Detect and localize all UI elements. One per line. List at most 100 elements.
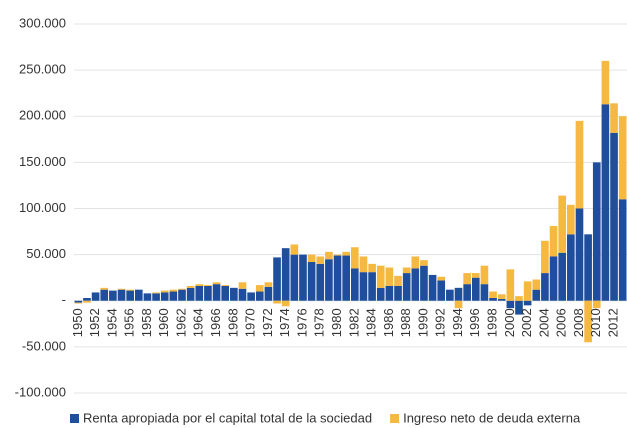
y-tick-label: 100.000 [19,200,66,215]
bar [325,259,333,301]
bar [126,289,134,291]
x-tick-label: 1996 [467,308,482,337]
bar [601,60,610,105]
bar [281,300,290,307]
bar [91,292,100,301]
bar [618,116,627,200]
bar [290,254,299,301]
x-tick-label: 1972 [260,308,275,337]
bar [100,287,109,290]
x-tick-label: 1968 [225,308,240,337]
x-tick-label: 1960 [156,308,171,337]
x-tick-label: 1980 [329,308,344,337]
bar [281,248,290,301]
bar [376,265,385,288]
bar [601,104,610,301]
x-tick-label: 1964 [191,308,206,337]
bar [402,273,411,301]
bar [299,254,307,301]
x-tick-label: 1954 [104,308,119,337]
bar [351,268,359,301]
bar [532,289,541,301]
bar [109,290,117,301]
bar [575,208,584,301]
x-tick-label: 2004 [536,308,551,337]
bar [195,284,204,286]
bar [515,300,523,315]
bar [523,281,532,301]
x-tick-label: 1978 [312,308,327,337]
bar [359,256,368,273]
bar [532,279,541,290]
bar [437,276,446,281]
bar [592,162,601,301]
bar [592,300,601,309]
bar [333,255,342,301]
x-tick-label: 2006 [554,308,569,337]
bar [515,296,523,301]
bar [610,103,618,133]
bar [454,300,463,309]
bar [497,298,506,301]
bar [204,285,212,301]
x-tick-label: 2002 [519,308,534,337]
x-tick-label: 1950 [70,308,85,337]
bar [558,195,567,253]
bar [247,292,255,301]
bar [575,120,584,209]
bar [134,289,143,301]
x-tick-label: 1956 [122,308,137,337]
bar [584,234,592,301]
bar [316,263,325,301]
x-tick-label: 1988 [398,308,413,337]
bar [471,273,480,278]
bar [428,274,437,301]
bar [333,254,342,256]
bar [497,294,506,299]
bar [454,287,463,301]
x-tick-label: 1958 [139,308,154,337]
legend-swatch [70,414,79,423]
x-tick-label: 1998 [485,308,500,337]
y-tick-label: 150.000 [19,154,66,169]
bar [325,251,333,260]
x-tick-label: 1970 [243,308,258,337]
bar [238,282,247,289]
x-tick-label: 1962 [173,308,188,337]
x-tick-label: 1984 [364,308,379,337]
bar [610,132,618,301]
bar [480,265,489,285]
y-tick-label: 300.000 [19,15,66,30]
bar [74,302,83,304]
bar [83,300,91,303]
bar [169,289,178,292]
bar [264,286,273,301]
x-tick-label: 2010 [588,308,603,337]
x-tick-label: 1966 [208,308,223,337]
bar [394,285,402,301]
y-tick-label: -100.000 [15,384,66,399]
x-tick-label: 1982 [346,308,361,337]
bar [264,282,273,287]
bar [186,285,195,288]
x-tick-label: 2012 [605,308,620,337]
bar [463,273,471,285]
bar [437,280,446,301]
bar [143,293,152,301]
bar [316,256,325,264]
bar [160,290,169,293]
bar [178,289,186,301]
x-tick-label: 1994 [450,308,465,337]
bar [541,240,549,274]
x-tick-label: 1986 [381,308,396,337]
x-tick-label: 1976 [294,308,309,337]
bar [480,284,489,301]
bar [255,291,264,301]
bar [178,288,186,290]
bar [342,255,350,301]
bar [351,247,359,269]
bar [394,275,402,286]
bar [359,272,368,301]
legend-swatch [390,414,400,423]
